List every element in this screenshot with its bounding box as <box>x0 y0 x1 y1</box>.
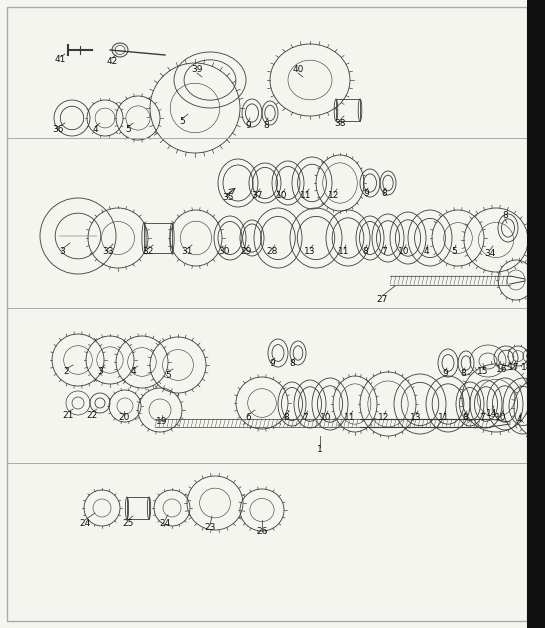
Text: 20: 20 <box>118 413 130 423</box>
Text: 11: 11 <box>344 413 356 423</box>
Bar <box>127 497 149 519</box>
Text: 22: 22 <box>86 411 98 420</box>
Text: 38: 38 <box>334 119 346 127</box>
Text: 9: 9 <box>442 369 448 379</box>
Text: 9: 9 <box>245 121 251 129</box>
Text: 7: 7 <box>479 413 485 423</box>
Text: 28: 28 <box>267 247 278 256</box>
Text: 5: 5 <box>451 247 457 256</box>
Text: 26: 26 <box>256 526 268 536</box>
Text: 13: 13 <box>304 247 316 256</box>
Text: 11: 11 <box>438 413 450 423</box>
Text: 13: 13 <box>410 413 422 423</box>
Text: 9: 9 <box>363 190 369 198</box>
Text: 32: 32 <box>142 247 154 256</box>
Text: 12: 12 <box>378 413 390 423</box>
Text: 17: 17 <box>508 364 520 372</box>
Text: 10: 10 <box>320 413 332 423</box>
Text: 1: 1 <box>317 445 323 455</box>
Text: 8: 8 <box>362 247 368 256</box>
Text: 4: 4 <box>516 416 522 425</box>
Text: 19: 19 <box>156 416 168 426</box>
Text: 8: 8 <box>289 359 295 369</box>
Text: 24: 24 <box>80 519 90 528</box>
Text: 8: 8 <box>462 413 468 423</box>
Text: 4: 4 <box>130 367 136 377</box>
Text: 3: 3 <box>59 247 65 256</box>
Text: 36: 36 <box>52 126 64 134</box>
Text: 4: 4 <box>423 247 429 256</box>
Bar <box>527 0 545 628</box>
Text: 25: 25 <box>122 519 134 528</box>
Text: 10: 10 <box>398 247 410 256</box>
Text: 15: 15 <box>477 367 489 377</box>
Text: 34: 34 <box>485 249 496 257</box>
Text: 14: 14 <box>486 408 498 418</box>
Text: 29: 29 <box>240 247 252 256</box>
Text: 5: 5 <box>165 371 171 379</box>
Text: 3: 3 <box>97 367 103 377</box>
Text: 7: 7 <box>381 247 387 256</box>
Text: 39: 39 <box>191 65 203 75</box>
Text: 35: 35 <box>222 193 234 202</box>
Text: 10: 10 <box>495 413 507 423</box>
Text: 27: 27 <box>376 296 387 305</box>
Bar <box>336 99 360 121</box>
Text: 9: 9 <box>269 359 275 369</box>
Text: 41: 41 <box>54 55 66 65</box>
Text: 2: 2 <box>63 367 69 377</box>
Text: 16: 16 <box>496 365 508 374</box>
Text: 4: 4 <box>92 126 98 134</box>
Text: 11: 11 <box>338 247 350 256</box>
Text: 10: 10 <box>276 192 288 200</box>
Text: 37: 37 <box>251 192 263 200</box>
Text: 21: 21 <box>62 411 74 420</box>
Text: 5: 5 <box>179 117 185 126</box>
Text: 8: 8 <box>283 413 289 423</box>
Text: 5: 5 <box>125 126 131 134</box>
Text: 8: 8 <box>263 121 269 129</box>
Text: 33: 33 <box>102 247 114 256</box>
Text: 8: 8 <box>460 369 466 379</box>
Text: 12: 12 <box>328 192 340 200</box>
Text: 8: 8 <box>502 212 508 220</box>
Text: 11: 11 <box>300 192 312 200</box>
Text: 7: 7 <box>302 413 308 423</box>
Text: 5: 5 <box>539 416 545 426</box>
Bar <box>144 223 172 253</box>
Text: 30: 30 <box>218 247 230 256</box>
Text: 31: 31 <box>181 247 193 256</box>
Text: 18: 18 <box>521 364 533 372</box>
Text: 42: 42 <box>106 57 118 65</box>
Text: 6: 6 <box>245 413 251 423</box>
Text: 24: 24 <box>159 519 171 528</box>
Text: 23: 23 <box>204 524 216 533</box>
Text: 40: 40 <box>292 65 304 75</box>
Text: 8: 8 <box>381 190 387 198</box>
